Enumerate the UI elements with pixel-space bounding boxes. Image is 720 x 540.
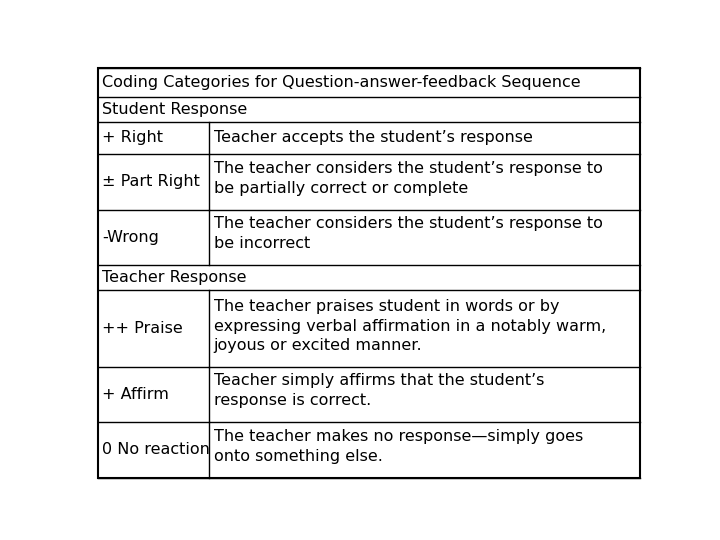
Text: Teacher simply affirms that the student’s
response is correct.: Teacher simply affirms that the student’… — [214, 373, 544, 408]
Text: The teacher considers the student’s response to
be partially correct or complete: The teacher considers the student’s resp… — [214, 161, 603, 195]
Text: + Affirm: + Affirm — [102, 387, 169, 402]
Text: The teacher considers the student’s response to
be incorrect: The teacher considers the student’s resp… — [214, 216, 603, 251]
Text: The teacher praises student in words or by
expressing verbal affirmation in a no: The teacher praises student in words or … — [214, 299, 606, 354]
Text: Student Response: Student Response — [102, 102, 248, 117]
Text: The teacher makes no response—simply goes
onto something else.: The teacher makes no response—simply goe… — [214, 429, 583, 463]
Text: 0 No reaction: 0 No reaction — [102, 442, 210, 457]
Text: -Wrong: -Wrong — [102, 230, 159, 245]
Text: ++ Praise: ++ Praise — [102, 321, 183, 336]
Text: Teacher Response: Teacher Response — [102, 270, 247, 285]
Text: ± Part Right: ± Part Right — [102, 174, 200, 190]
Text: Teacher accepts the student’s response: Teacher accepts the student’s response — [214, 131, 533, 145]
Text: Coding Categories for Question-answer-feedback Sequence: Coding Categories for Question-answer-fe… — [102, 75, 581, 90]
Text: + Right: + Right — [102, 131, 163, 145]
